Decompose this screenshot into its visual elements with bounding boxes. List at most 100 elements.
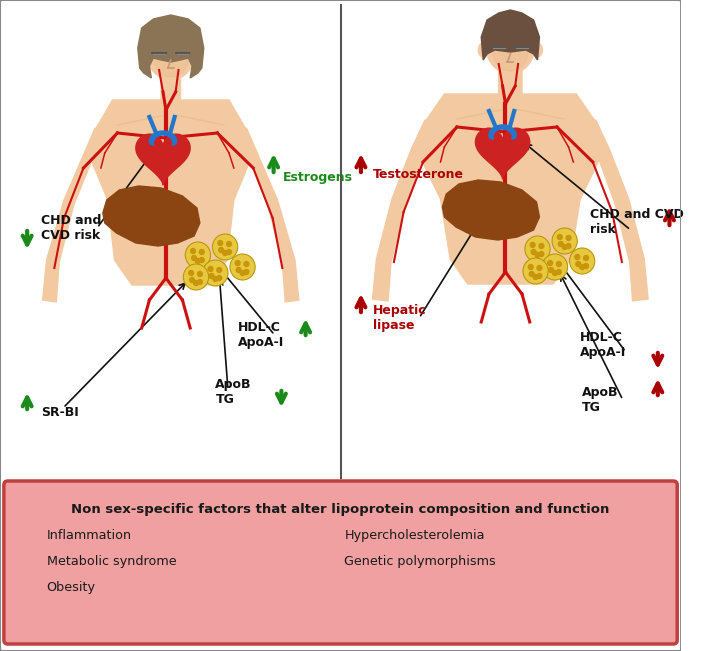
- Text: CHD and CVD
risk: CHD and CVD risk: [590, 208, 684, 236]
- Circle shape: [218, 240, 223, 245]
- Circle shape: [569, 248, 595, 274]
- Circle shape: [189, 271, 194, 275]
- Circle shape: [197, 279, 202, 284]
- Polygon shape: [239, 128, 299, 302]
- Circle shape: [566, 243, 571, 249]
- Polygon shape: [91, 100, 251, 285]
- Text: ApoB
TG: ApoB TG: [216, 378, 252, 406]
- Text: CHD and
CVD risk: CHD and CVD risk: [41, 214, 101, 242]
- Circle shape: [199, 258, 204, 262]
- Circle shape: [235, 260, 240, 266]
- Polygon shape: [442, 180, 539, 240]
- Text: SR-BI: SR-BI: [41, 406, 79, 419]
- Circle shape: [539, 243, 544, 249]
- Text: HDL-C
ApoA-I: HDL-C ApoA-I: [238, 321, 284, 349]
- FancyBboxPatch shape: [498, 69, 522, 99]
- Text: Estrogens: Estrogens: [284, 171, 353, 184]
- Circle shape: [529, 264, 533, 270]
- Text: Hypercholesterolemia: Hypercholesterolemia: [345, 529, 485, 542]
- Circle shape: [557, 270, 562, 275]
- Circle shape: [537, 266, 542, 271]
- Polygon shape: [489, 125, 516, 139]
- Polygon shape: [103, 186, 200, 246]
- Circle shape: [209, 273, 214, 279]
- Circle shape: [557, 234, 562, 240]
- Text: Obesity: Obesity: [46, 581, 95, 594]
- Text: Metabolic syndrome: Metabolic syndrome: [46, 555, 176, 568]
- Circle shape: [530, 243, 535, 247]
- Circle shape: [185, 242, 211, 268]
- Ellipse shape: [153, 37, 188, 77]
- Ellipse shape: [478, 43, 488, 57]
- Circle shape: [230, 254, 255, 280]
- Circle shape: [583, 264, 588, 268]
- Polygon shape: [136, 134, 190, 185]
- Circle shape: [208, 266, 213, 271]
- Circle shape: [583, 255, 588, 260]
- Circle shape: [219, 247, 224, 253]
- Circle shape: [192, 255, 197, 260]
- Circle shape: [552, 228, 577, 254]
- Circle shape: [191, 249, 195, 253]
- Circle shape: [223, 251, 227, 255]
- Text: Genetic polymorphisms: Genetic polymorphisms: [345, 555, 496, 568]
- Circle shape: [549, 268, 553, 273]
- Circle shape: [203, 260, 228, 286]
- Polygon shape: [150, 131, 177, 145]
- Circle shape: [217, 268, 222, 273]
- Text: Non sex-specific factors that alter lipoprotein composition and function: Non sex-specific factors that alter lipo…: [72, 503, 610, 516]
- Polygon shape: [373, 120, 437, 301]
- Circle shape: [217, 275, 222, 281]
- Circle shape: [183, 264, 208, 290]
- Text: ApoB
TG: ApoB TG: [582, 386, 618, 414]
- Ellipse shape: [139, 49, 148, 63]
- Text: Hepatic
lipase: Hepatic lipase: [373, 304, 426, 332]
- Text: Inflammation: Inflammation: [46, 529, 132, 542]
- Circle shape: [523, 258, 548, 284]
- Ellipse shape: [193, 49, 203, 63]
- Text: Testosterone: Testosterone: [373, 169, 463, 182]
- Circle shape: [531, 249, 536, 255]
- Polygon shape: [482, 10, 539, 60]
- Polygon shape: [138, 15, 204, 78]
- Circle shape: [195, 258, 200, 264]
- Polygon shape: [475, 128, 530, 179]
- Circle shape: [580, 264, 585, 270]
- Circle shape: [558, 242, 563, 247]
- Circle shape: [533, 275, 538, 279]
- Circle shape: [244, 262, 249, 266]
- Circle shape: [539, 251, 544, 256]
- Circle shape: [213, 277, 218, 281]
- FancyBboxPatch shape: [4, 481, 677, 644]
- Text: HDL-C
ApoA-I: HDL-C ApoA-I: [580, 331, 626, 359]
- Ellipse shape: [145, 18, 196, 80]
- Circle shape: [227, 249, 232, 255]
- Circle shape: [194, 281, 199, 286]
- Circle shape: [199, 249, 204, 255]
- Circle shape: [543, 254, 568, 280]
- Circle shape: [190, 277, 194, 283]
- Circle shape: [525, 236, 550, 262]
- Circle shape: [566, 236, 571, 240]
- Circle shape: [244, 270, 249, 275]
- Circle shape: [197, 271, 202, 277]
- Circle shape: [535, 253, 540, 258]
- Ellipse shape: [485, 12, 536, 74]
- Circle shape: [529, 271, 534, 277]
- Circle shape: [548, 260, 552, 266]
- Circle shape: [213, 234, 238, 260]
- Circle shape: [575, 255, 580, 260]
- Circle shape: [552, 271, 557, 275]
- Circle shape: [227, 242, 232, 247]
- Ellipse shape: [493, 31, 528, 71]
- Polygon shape: [43, 128, 103, 302]
- Polygon shape: [584, 120, 648, 301]
- Circle shape: [576, 262, 581, 266]
- Circle shape: [562, 245, 567, 249]
- Ellipse shape: [533, 43, 543, 57]
- Polygon shape: [421, 94, 600, 284]
- Circle shape: [557, 262, 562, 266]
- FancyBboxPatch shape: [161, 75, 180, 105]
- Circle shape: [240, 271, 245, 275]
- Circle shape: [537, 273, 542, 279]
